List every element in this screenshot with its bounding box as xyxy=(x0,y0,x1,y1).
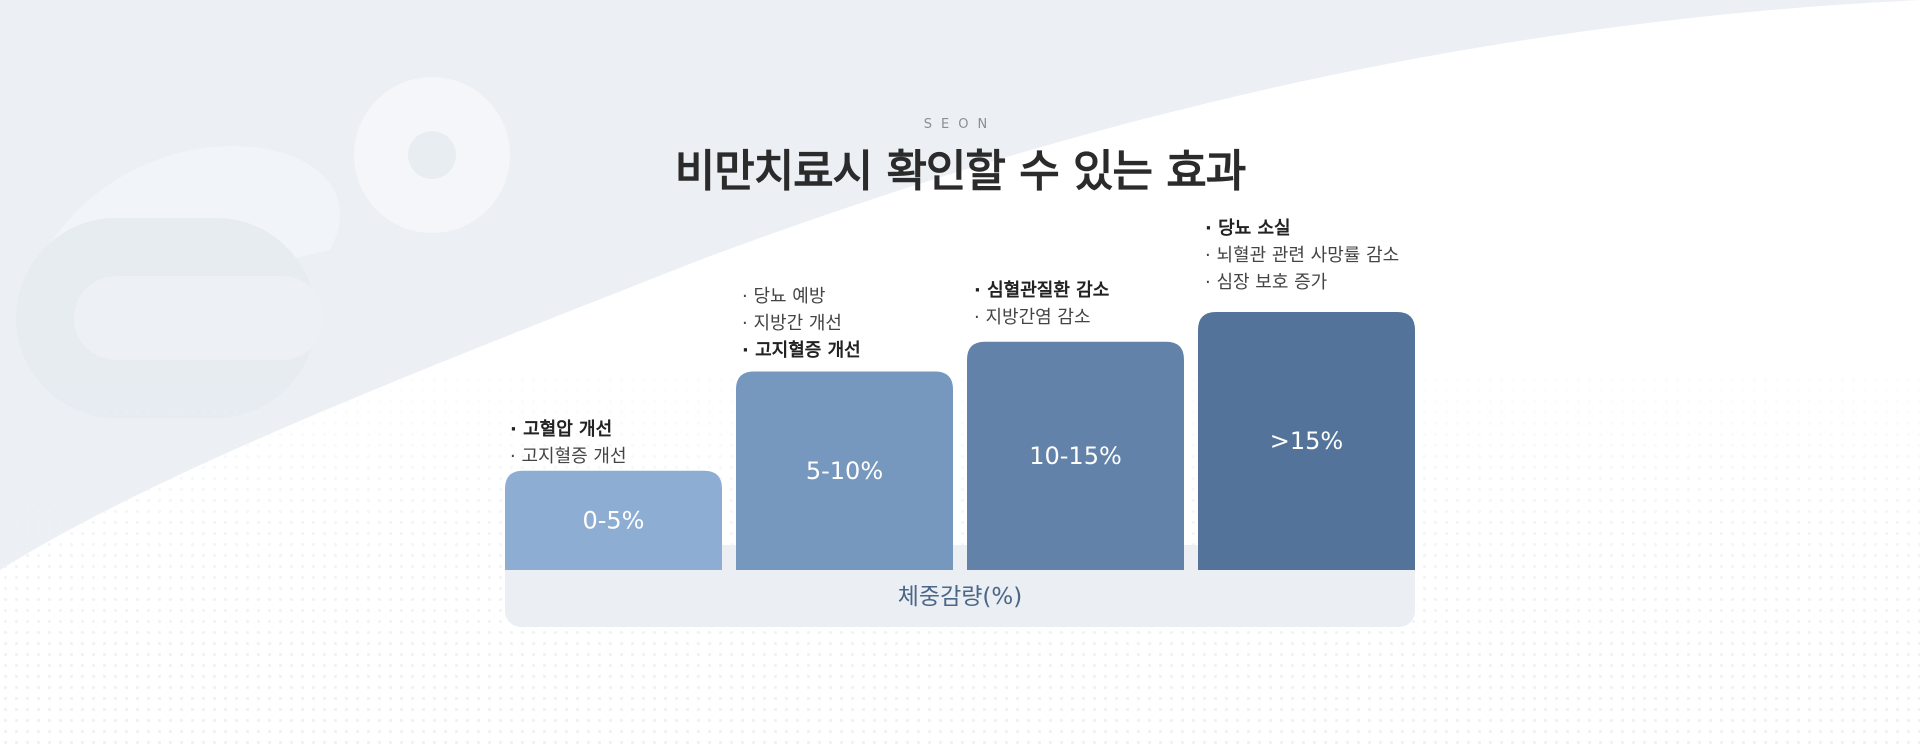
bar-1 xyxy=(736,371,953,570)
effect-item: · 고지혈증 개선 xyxy=(742,340,861,361)
effect-item: · 심장 보호 증가 xyxy=(1205,272,1328,293)
effect-item: · 지방간염 감소 xyxy=(974,307,1091,328)
effect-item: · 고혈압 개선 xyxy=(510,419,613,440)
bars-group: 0-5% 5-10% 10-15% >15% xyxy=(505,312,1415,570)
page-title: 비만치료시 확인할 수 있는 효과 xyxy=(674,146,1247,197)
bar-label-0: 0-5% xyxy=(582,506,644,534)
effects-list-5-10: · 당뇨 예방 · 지방간 개선 · 고지혈증 개선 xyxy=(742,283,861,364)
effect-item: · 심혈관질환 감소 xyxy=(974,280,1110,301)
x-axis-label: 체중감량(%) xyxy=(897,584,1023,610)
effect-item: · 고지혈증 개선 xyxy=(510,446,627,467)
effect-item: · 당뇨 예방 xyxy=(742,286,826,307)
bar-3 xyxy=(1198,312,1415,570)
effects-list-over-15: · 당뇨 소실 · 뇌혈관 관련 사망률 감소 · 심장 보호 증가 xyxy=(1205,215,1399,296)
effects-list-0-5: · 고혈압 개선 · 고지혈증 개선 xyxy=(510,416,627,470)
dot-pattern xyxy=(0,330,1920,750)
bar-label-3: >15% xyxy=(1270,427,1343,455)
effect-item: · 뇌혈관 관련 사망률 감소 xyxy=(1205,245,1400,266)
axis-band xyxy=(505,545,1415,627)
effect-item: · 지방간 개선 xyxy=(742,313,842,334)
effects-list-10-15: · 심혈관질환 감소 · 지방간염 감소 xyxy=(974,277,1109,331)
bar-label-2: 10-15% xyxy=(1029,442,1122,470)
bar-0 xyxy=(505,470,722,570)
bar-label-1: 5-10% xyxy=(806,457,883,485)
background-curve-shape xyxy=(0,0,1920,570)
bar-2 xyxy=(967,341,1184,570)
effect-item: · 당뇨 소실 xyxy=(1205,218,1291,239)
brand-label: SEON xyxy=(923,117,997,132)
